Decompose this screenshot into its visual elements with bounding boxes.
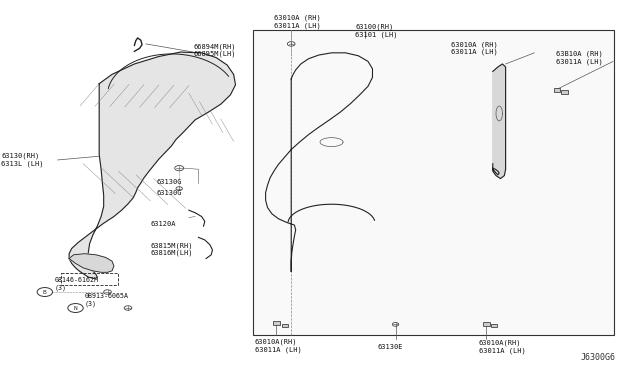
Bar — [282, 324, 288, 327]
Text: 63130(RH)
6313L (LH): 63130(RH) 6313L (LH) — [1, 153, 44, 167]
Bar — [561, 90, 568, 94]
Text: 63815M(RH)
63816M(LH): 63815M(RH) 63816M(LH) — [150, 242, 193, 256]
Bar — [253, 30, 614, 335]
Text: 63130G: 63130G — [157, 190, 182, 196]
Text: 08146-6162H
(3): 08146-6162H (3) — [54, 278, 99, 291]
Text: 63010A (RH)
63011A (LH): 63010A (RH) 63011A (LH) — [451, 41, 498, 55]
Text: J6300G6: J6300G6 — [580, 353, 616, 362]
Text: 63130E: 63130E — [378, 344, 403, 350]
Polygon shape — [69, 254, 114, 272]
Text: B: B — [43, 289, 47, 295]
Text: 63B10A (RH)
63011A (LH): 63B10A (RH) 63011A (LH) — [556, 51, 602, 65]
Text: 0B913-6065A
(3): 0B913-6065A (3) — [84, 294, 129, 307]
Polygon shape — [69, 52, 236, 278]
Text: 63010A(RH)
63011A (LH): 63010A(RH) 63011A (LH) — [255, 339, 301, 353]
Text: 63100(RH)
63101 (LH): 63100(RH) 63101 (LH) — [355, 23, 397, 38]
Text: 63010A (RH)
63011A (LH): 63010A (RH) 63011A (LH) — [274, 15, 321, 29]
Text: 63130G: 63130G — [157, 179, 182, 185]
Bar — [491, 324, 497, 327]
Text: N: N — [74, 305, 77, 311]
Text: 66894M(RH)
66895M(LH): 66894M(RH) 66895M(LH) — [194, 43, 236, 57]
Bar — [273, 321, 280, 325]
Text: 63120A: 63120A — [150, 221, 176, 227]
Text: 63010A(RH)
63011A (LH): 63010A(RH) 63011A (LH) — [479, 340, 525, 354]
Bar — [554, 88, 560, 92]
Bar — [483, 322, 490, 326]
Polygon shape — [493, 64, 506, 179]
